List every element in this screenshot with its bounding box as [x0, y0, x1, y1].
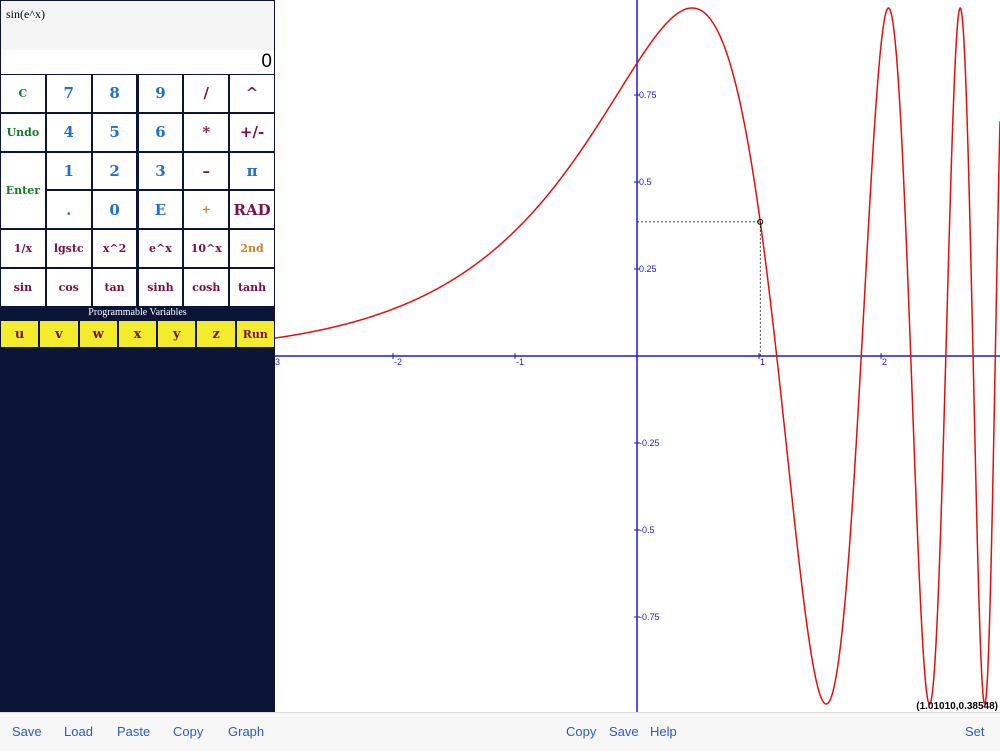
display: sin(e^x) 0 — [0, 0, 275, 75]
x-tick-label: -1 — [516, 357, 524, 367]
key[interactable]: e^x — [137, 229, 184, 268]
variable-key[interactable]: Run — [235, 320, 275, 348]
x-tick-label: 2 — [882, 357, 887, 367]
key[interactable]: * — [183, 112, 230, 152]
key[interactable]: ^ — [229, 74, 275, 113]
key[interactable]: E — [137, 190, 184, 230]
toolbar-button[interactable]: Graph — [228, 724, 265, 739]
toolbar-button[interactable]: Set — [965, 724, 985, 739]
key[interactable]: 3 — [137, 151, 184, 191]
variables-title: Programmable Variables — [88, 307, 187, 318]
cursor-point — [757, 218, 764, 225]
key[interactable]: RAD — [229, 190, 275, 230]
x-tick-label: -2 — [394, 357, 402, 367]
toolbar-button[interactable]: Copy — [566, 724, 597, 739]
y-tick-label: 0.25 — [639, 264, 657, 274]
key[interactable]: tan — [91, 268, 138, 307]
key[interactable]: Enter — [0, 151, 46, 230]
key[interactable]: . — [45, 190, 92, 230]
graph: -3 -2 -1 1 2 0.75 0.5 0.25 -0.25 -0.5 -0.75 (1.0101… — [275, 0, 1000, 712]
variable-key[interactable]: u — [0, 320, 40, 348]
toolbar-button[interactable]: Paste — [117, 724, 151, 739]
key[interactable]: lgstc — [45, 229, 92, 268]
key[interactable]: + — [183, 190, 230, 230]
key[interactable]: 9 — [137, 74, 184, 113]
toolbar-button[interactable]: Save — [609, 724, 639, 739]
toolbar-button[interactable]: Help — [650, 724, 677, 739]
variable-key[interactable]: z — [196, 320, 236, 348]
function-curve — [275, 7, 1000, 705]
key[interactable]: +/- — [229, 112, 275, 152]
key[interactable]: π — [229, 151, 275, 191]
x-tick-label: -3 — [275, 357, 280, 367]
key[interactable]: 1 — [45, 151, 92, 191]
key[interactable]: sin — [0, 268, 46, 307]
key[interactable]: cos — [45, 268, 92, 307]
key[interactable]: Undo — [0, 112, 46, 152]
toolbar: Save Load Paste Copy Graph Copy Save Help Set — [0, 712, 1000, 751]
key[interactable]: x^2 — [91, 229, 138, 268]
key[interactable]: 8 — [91, 74, 138, 113]
x-tick-label: 1 — [760, 357, 765, 367]
key[interactable]: 1/x — [0, 229, 46, 268]
key[interactable]: 10^x — [183, 229, 230, 268]
key[interactable]: 5 — [91, 112, 138, 152]
key[interactable]: 2 — [91, 151, 138, 191]
toolbar-button[interactable]: Save — [12, 724, 42, 739]
variable-key[interactable]: v — [39, 320, 79, 348]
y-tick-label: -0.5 — [639, 525, 655, 535]
key[interactable]: 0 — [91, 190, 138, 230]
y-tick-label: -0.75 — [639, 612, 660, 622]
result: 0 — [261, 51, 272, 72]
key[interactable]: cosh — [183, 268, 230, 307]
variable-key[interactable]: x — [117, 320, 158, 348]
key[interactable]: 4 — [45, 112, 92, 152]
key[interactable]: C — [0, 74, 46, 113]
key[interactable]: sinh — [137, 268, 184, 307]
expression[interactable]: sin(e^x) — [1, 1, 274, 50]
variable-key[interactable]: w — [78, 320, 118, 348]
y-tick-label: 0.75 — [639, 90, 657, 100]
cursor-label: (1.01010,0.38548) — [916, 701, 998, 712]
toolbar-button[interactable]: Copy — [173, 724, 204, 739]
key[interactable]: – — [183, 151, 230, 191]
variable-key[interactable]: y — [157, 320, 197, 348]
toolbar-button[interactable]: Load — [64, 724, 93, 739]
key[interactable]: / — [183, 74, 230, 113]
key[interactable]: tanh — [229, 268, 275, 307]
key[interactable]: 2nd — [229, 229, 275, 268]
y-tick-label: -0.25 — [639, 438, 660, 448]
key[interactable]: 7 — [45, 74, 92, 113]
y-tick-label: 0.5 — [639, 177, 652, 187]
key[interactable]: 6 — [137, 112, 184, 152]
calculator-panel: sin(e^x) 0 C 7 8 9/^ Undo 4 5 6 * +/- Enter 1 2 3– π. 0… — [0, 0, 275, 712]
